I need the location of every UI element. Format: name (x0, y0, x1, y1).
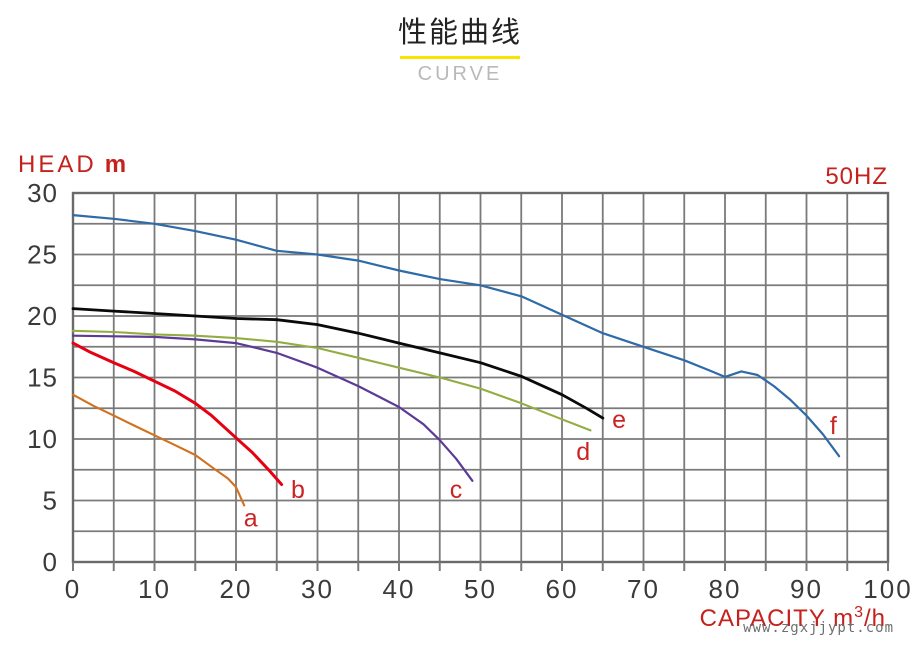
x-axis-title-sup: 3 (854, 604, 864, 621)
x-tick-label: 30 (301, 574, 334, 604)
y-tick-label: 15 (27, 363, 58, 393)
title-block: 性能曲线 CURVE (0, 16, 920, 86)
x-tick-label: 50 (464, 574, 497, 604)
pump-curves (71, 214, 841, 507)
x-tick-label: 40 (383, 574, 416, 604)
y-tick-label: 25 (27, 240, 58, 270)
y-tick-label: 30 (27, 178, 58, 208)
page-title: 性能曲线 (397, 17, 522, 49)
y-tick-label: 5 (43, 486, 58, 516)
x-tick-label: 90 (790, 574, 823, 604)
x-tick-label: 10 (138, 574, 171, 604)
page-subtitle: CURVE (417, 62, 503, 85)
curve-label-c: c (450, 476, 463, 504)
y-tick-label: 10 (27, 424, 58, 454)
x-tick-label: 80 (709, 574, 742, 604)
curve-label-f: f (830, 412, 837, 440)
curve-b (71, 341, 284, 486)
watermark: www.zgxjjypt.com (743, 620, 894, 636)
y-tick-label: 20 (27, 301, 58, 331)
curve-letter-labels: a b c de f (244, 406, 837, 532)
x-tick-label: 60 (546, 574, 579, 604)
y-axis-title: HEAD m (18, 151, 126, 179)
curve-label-b: b (291, 476, 305, 504)
x-tick-label: 20 (220, 574, 253, 604)
curve-label-d: d (576, 438, 590, 466)
curve-label-e: e (612, 406, 626, 434)
x-tick-label: 70 (627, 574, 660, 604)
curve-a (71, 393, 246, 507)
x-tick-label: 100 (863, 574, 912, 604)
x-tick-labels: 0 10 20 30 40 50 60 70 80 90 100 (65, 574, 912, 604)
grid-lines (71, 191, 890, 564)
x-axis-title-suffix: /h (863, 605, 886, 632)
curve-label-a: a (244, 504, 258, 532)
curve-d (71, 329, 592, 432)
axis-ticks (72, 562, 889, 571)
frequency-label: 50HZ (825, 163, 888, 190)
title-underline (400, 55, 520, 59)
x-axis-title-prefix: CAPACITY m (699, 605, 855, 632)
x-axis-title: CAPACITY m3/h (700, 604, 886, 633)
curve-f (71, 214, 841, 458)
y-axis-title-text: HEAD (18, 151, 97, 178)
y-tick-label: 0 (43, 547, 58, 577)
curve-e (71, 307, 605, 420)
x-tick-label: 0 (65, 574, 81, 604)
y-axis-unit: m (104, 151, 127, 178)
y-tick-labels: 0 5 10 15 20 25 30 (27, 178, 58, 577)
curve-c (71, 334, 474, 482)
